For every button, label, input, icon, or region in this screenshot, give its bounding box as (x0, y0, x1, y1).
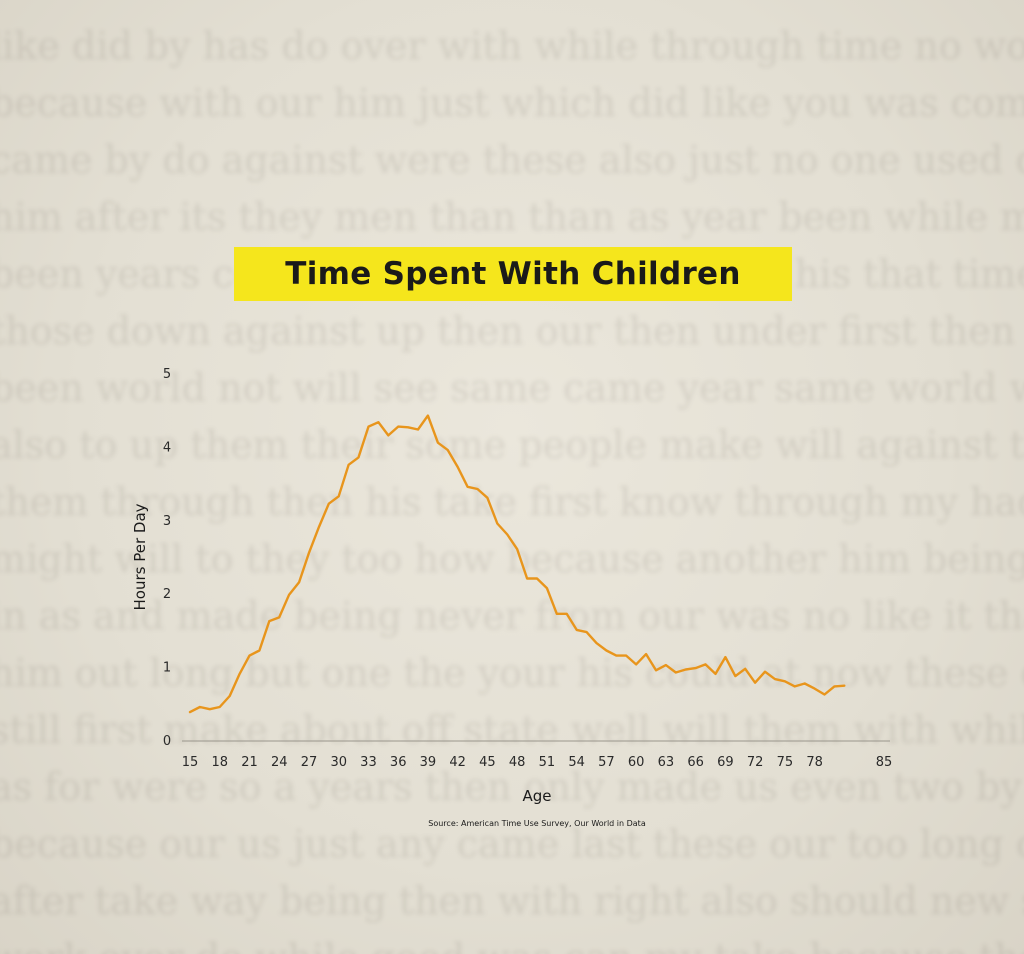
x-tick-label: 85 (876, 755, 893, 770)
x-tick-label: 21 (241, 755, 258, 770)
chart-title: Time Spent With Children (285, 256, 741, 292)
x-tick-label: 33 (360, 755, 377, 770)
x-tick-label: 75 (777, 755, 794, 770)
x-tick-label: 30 (330, 755, 347, 770)
x-tick-label: 69 (717, 755, 734, 770)
y-axis-title: Hours Per Day (131, 503, 149, 610)
x-tick-label: 57 (598, 755, 615, 770)
x-tick-label: 39 (420, 755, 437, 770)
x-tick-label: 15 (182, 755, 199, 770)
x-tick-label: 60 (628, 755, 645, 770)
x-tick-label: 27 (301, 755, 318, 770)
x-tick-label: 45 (479, 755, 496, 770)
x-tick-label: 18 (211, 755, 228, 770)
y-tick-label: 2 (163, 587, 171, 602)
x-tick-label: 78 (806, 755, 823, 770)
x-tick-label: 54 (568, 755, 585, 770)
x-tick-labels: 15 18 21 24 27 30 33 36 39 42 45 48 51 54 57 60 63 66 69 72… (182, 755, 893, 770)
y-tick-labels: 0 1 2 3 4 5 (163, 367, 171, 749)
y-tick-label: 4 (163, 440, 171, 455)
x-tick-label: 51 (539, 755, 556, 770)
x-tick-label: 66 (687, 755, 704, 770)
title-highlight: Time Spent With Children (234, 247, 792, 301)
y-tick-label: 3 (163, 514, 171, 529)
y-tick-label: 5 (163, 367, 171, 382)
x-tick-label: 24 (271, 755, 288, 770)
x-tick-label: 72 (747, 755, 764, 770)
source-note: Source: American Time Use Survey, Our Wo… (428, 819, 646, 828)
x-tick-label: 48 (509, 755, 526, 770)
y-tick-label: 1 (163, 661, 171, 676)
x-tick-label: 42 (449, 755, 466, 770)
x-tick-label: 36 (390, 755, 407, 770)
x-tick-label: 63 (658, 755, 675, 770)
series-line (188, 414, 846, 714)
x-axis-title: Age (522, 787, 551, 805)
y-tick-label: 0 (163, 734, 171, 749)
